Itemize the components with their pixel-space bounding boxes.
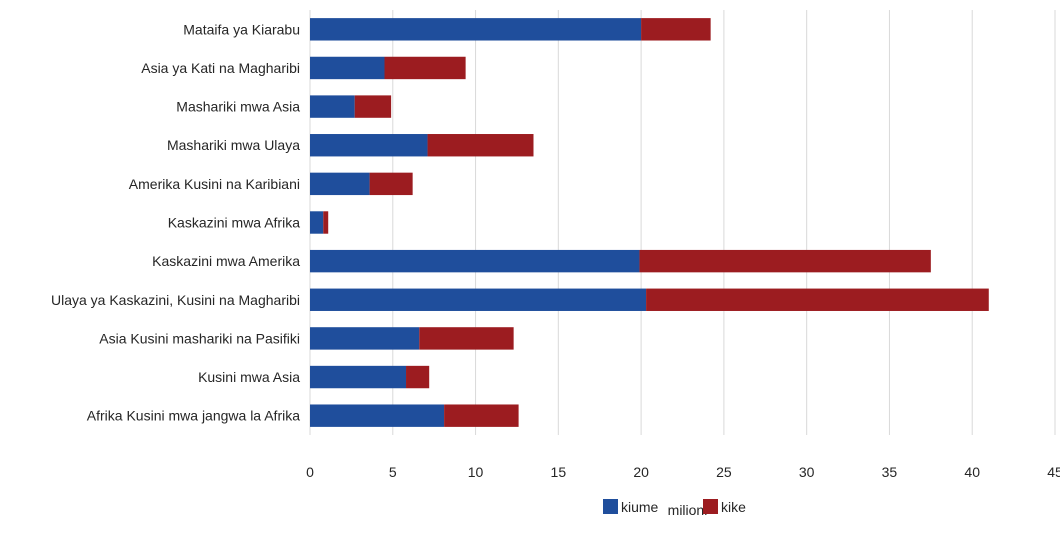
- bar-kiume: [310, 249, 640, 273]
- x-axis-title: milioni: [668, 502, 708, 518]
- x-tick-labels: 0 5 10 15 20 25 30 35 40 45: [306, 464, 1060, 480]
- category-labels: Mataifa ya Kiarabu Asia ya Kati na Maghar…: [51, 21, 300, 423]
- bar-kiume: [310, 56, 385, 80]
- bar-kiume: [310, 327, 420, 350]
- category-label: Mashariki mwa Ulaya: [167, 137, 300, 153]
- legend-swatch-kiume: [603, 499, 618, 514]
- bar-kike: [641, 18, 711, 41]
- bar-kike: [369, 172, 413, 196]
- category-label: Kaskazini mwa Amerika: [152, 253, 300, 269]
- bar-kike: [646, 288, 989, 311]
- x-tick-label: 0: [306, 464, 314, 480]
- gridlines: [309, 10, 1056, 435]
- legend: kiume kike: [603, 499, 746, 515]
- bar-kike: [323, 211, 329, 234]
- bar-kiume: [310, 404, 445, 427]
- category-label: Mashariki mwa Asia: [176, 99, 300, 115]
- legend-swatch-kike: [703, 499, 718, 514]
- x-tick-label: 35: [882, 464, 898, 480]
- category-label: Mataifa ya Kiarabu: [183, 21, 300, 37]
- bar-kiume: [310, 95, 355, 118]
- bar-kike: [384, 56, 466, 80]
- x-tick-label: 25: [716, 464, 732, 480]
- category-label: Kaskazini mwa Afrika: [168, 215, 300, 231]
- x-tick-label: 10: [468, 464, 484, 480]
- x-tick-label: 15: [551, 464, 567, 480]
- bar-kike: [427, 134, 534, 157]
- category-label: Kusini mwa Asia: [198, 369, 300, 385]
- bar-kike: [406, 365, 430, 389]
- x-tick-label: 45: [1047, 464, 1060, 480]
- category-label: Asia Kusini mashariki na Pasifiki: [99, 330, 300, 346]
- category-label: Amerika Kusini na Karibiani: [129, 176, 300, 192]
- category-label: Ulaya ya Kaskazini, Kusini na Magharibi: [51, 292, 300, 308]
- bar-kiume: [310, 134, 428, 157]
- legend-label-kiume: kiume: [621, 499, 659, 515]
- category-label: Asia ya Kati na Magharibi: [141, 60, 300, 76]
- bar-kike: [639, 249, 931, 273]
- legend-label-kike: kike: [721, 499, 746, 515]
- bars: [310, 18, 989, 427]
- bar-kike: [354, 95, 392, 118]
- x-tick-label: 40: [964, 464, 980, 480]
- x-tick-label: 20: [633, 464, 649, 480]
- category-label: Afrika Kusini mwa jangwa la Afrika: [87, 408, 300, 424]
- bar-kiume: [310, 288, 647, 311]
- bar-kike: [419, 327, 514, 350]
- bar-kiume: [310, 18, 642, 41]
- bar-kiume: [310, 172, 370, 196]
- bar-kiume: [310, 211, 324, 234]
- x-tick-label: 30: [799, 464, 815, 480]
- bar-kike: [444, 404, 519, 427]
- x-tick-label: 5: [389, 464, 397, 480]
- bar-kiume: [310, 365, 407, 389]
